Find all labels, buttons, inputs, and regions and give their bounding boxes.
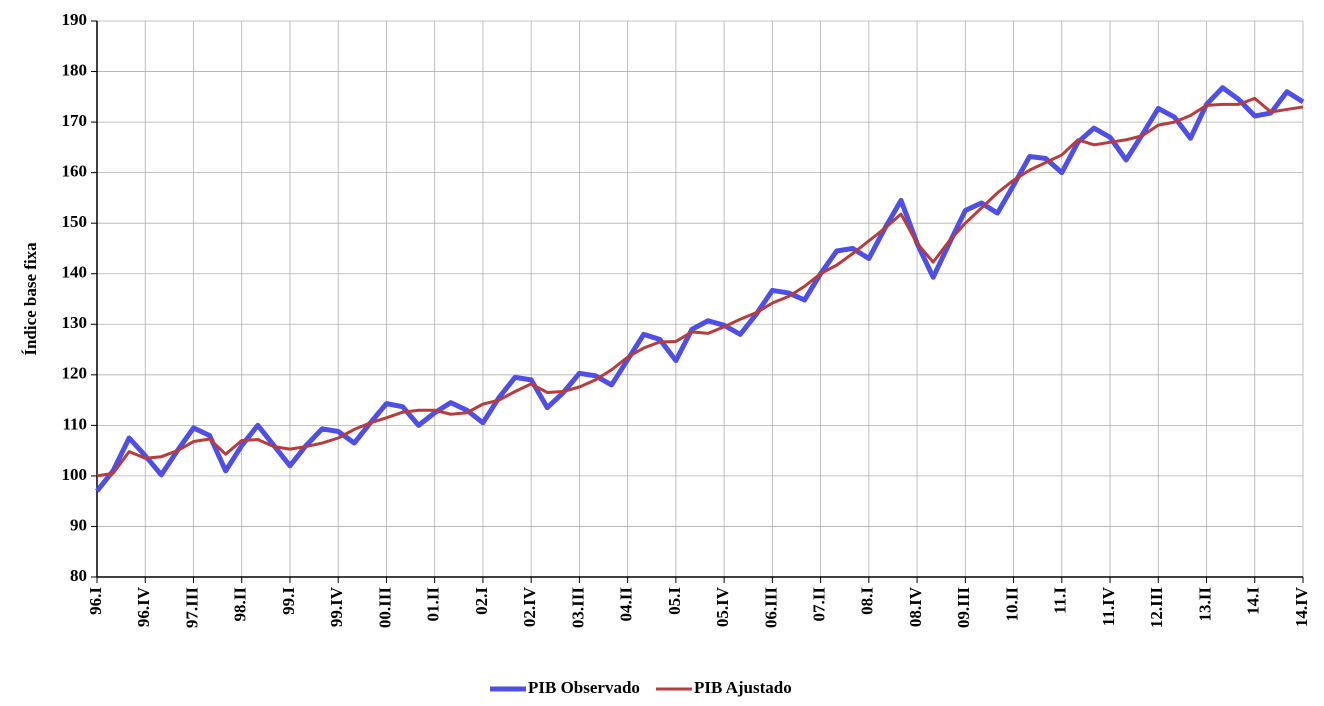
- x-tick-label: 12.III: [1147, 587, 1166, 628]
- y-tick-label: 100: [62, 465, 88, 484]
- x-tick-label: 11.IV: [1099, 586, 1118, 626]
- y-tick-label: 190: [62, 10, 88, 29]
- x-tick-label: 97.III: [182, 587, 201, 628]
- y-tick-label: 110: [62, 414, 87, 433]
- series-line: [96, 96, 1304, 478]
- x-tick-label: 05.IV: [713, 586, 732, 627]
- y-tick-label: 150: [62, 212, 88, 231]
- x-tick-label: 14.IV: [1292, 586, 1311, 627]
- x-tick-label: 99.IV: [327, 586, 346, 627]
- y-tick-label: 170: [62, 111, 88, 130]
- x-tick-label: 96.IV: [134, 586, 153, 627]
- x-tick-label: 98.II: [231, 587, 250, 622]
- y-tick-label: 160: [62, 162, 88, 181]
- series-line: [95, 85, 1305, 493]
- y-tick-label: 180: [62, 60, 88, 79]
- x-tick-label: 06.III: [761, 587, 780, 628]
- x-tick-label: 08.IV: [906, 586, 925, 627]
- x-tick-label: 04.II: [617, 587, 636, 622]
- legend-label: PIB Ajustado: [694, 678, 792, 697]
- y-axis-label: Índice base fixa: [21, 242, 40, 356]
- x-tick-label: 10.II: [1002, 587, 1021, 622]
- x-tick-label: 96.I: [86, 587, 105, 615]
- x-tick-label: 09.III: [954, 587, 973, 628]
- y-tick-label: 120: [62, 364, 88, 383]
- y-tick-label: 90: [70, 515, 87, 534]
- x-tick-label: 00.III: [375, 587, 394, 628]
- x-tick-label: 01.II: [424, 587, 443, 622]
- x-tick-label: 03.III: [568, 587, 587, 628]
- x-tick-label: 05.I: [665, 587, 684, 615]
- x-tick-label: 02.I: [472, 587, 491, 615]
- x-tick-label: 02.IV: [520, 586, 539, 627]
- x-tick-label: 13.II: [1195, 587, 1214, 622]
- y-tick-label: 140: [62, 263, 88, 282]
- x-tick-label: 07.II: [810, 587, 829, 622]
- x-tick-label: 11.I: [1051, 587, 1070, 614]
- legend-label: PIB Observado: [528, 678, 640, 697]
- y-tick-label: 130: [62, 313, 88, 332]
- y-tick-label: 80: [70, 566, 87, 585]
- x-tick-label: 14.I: [1244, 587, 1263, 615]
- x-tick-label: 08.I: [858, 587, 877, 615]
- x-tick-label: 99.I: [279, 587, 298, 615]
